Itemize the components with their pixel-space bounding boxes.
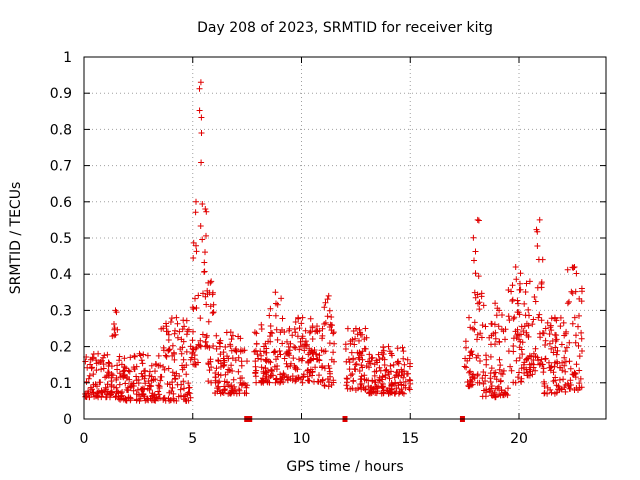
- y-tick-label: 0.6: [50, 195, 72, 211]
- x-tick-label: 5: [188, 431, 197, 447]
- y-tick-label: 0.5: [50, 231, 72, 247]
- x-tick-label: 0: [80, 431, 89, 447]
- srmtid-points: [82, 79, 585, 404]
- y-tick-label: 0.9: [50, 86, 72, 102]
- grid: [84, 57, 606, 419]
- y-axis-label: SRMTID / TECUs: [8, 182, 24, 295]
- x-tick-label: 20: [510, 431, 528, 447]
- y-tick-label: 0.2: [50, 340, 72, 356]
- x-tick-label: 15: [401, 431, 419, 447]
- y-tick-label: 0: [63, 412, 72, 428]
- data-series: [82, 79, 585, 404]
- y-tick-label: 0.3: [50, 303, 72, 319]
- y-tick-label: 1: [63, 50, 72, 66]
- y-tick-label: 0.8: [50, 122, 72, 138]
- x-axis-label: GPS time / hours: [286, 459, 403, 475]
- chart-title: Day 208 of 2023, SRMTID for receiver kit…: [197, 20, 493, 36]
- y-tick-label: 0.1: [50, 376, 72, 392]
- y-tick-label: 0.4: [50, 267, 72, 283]
- x-tick-label: 10: [293, 431, 311, 447]
- axis-ticks: 00.10.20.30.40.50.60.70.80.910 5 10 15 20: [50, 50, 606, 447]
- y-tick-label: 0.7: [50, 159, 72, 175]
